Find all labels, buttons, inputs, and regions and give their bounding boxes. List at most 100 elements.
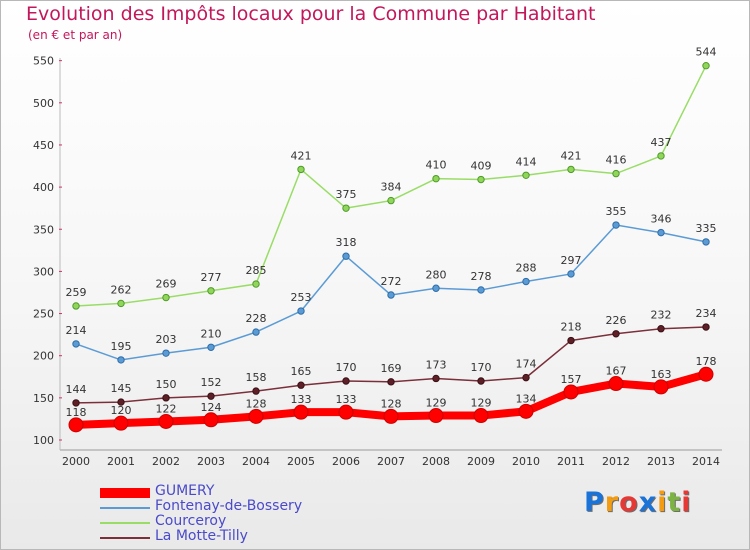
x-tick-label: 2014 — [692, 455, 720, 468]
data-label: 118 — [66, 406, 87, 419]
data-point — [207, 287, 215, 295]
y-tick-label: 450 — [33, 139, 54, 152]
data-label: 174 — [516, 358, 537, 371]
data-label: 226 — [606, 314, 627, 327]
data-point — [72, 302, 80, 310]
data-point — [338, 404, 354, 420]
data-point — [72, 399, 80, 407]
x-tick-label: 2008 — [422, 455, 450, 468]
y-tick-label: 400 — [33, 181, 54, 194]
data-label: 228 — [246, 312, 267, 325]
data-point — [657, 228, 665, 237]
x-tick-label: 2002 — [152, 455, 180, 468]
x-tick-label: 2003 — [197, 455, 225, 468]
data-point — [432, 174, 440, 183]
data-point — [477, 377, 485, 385]
data-label: 129 — [426, 397, 447, 410]
legend-label: Courceroy — [155, 513, 227, 529]
data-point — [522, 171, 530, 179]
data-point — [522, 373, 530, 382]
data-label: 144 — [66, 383, 87, 396]
y-tick-label: 500 — [33, 97, 54, 110]
data-label: 178 — [696, 355, 717, 368]
data-point — [252, 280, 260, 288]
data-label: 384 — [381, 181, 402, 194]
chart-title: Evolution des Impôts locaux pour la Comm… — [26, 3, 596, 25]
x-tick-label: 2009 — [467, 455, 495, 468]
y-tick-label: 550 — [33, 55, 54, 68]
x-tick-label: 2005 — [287, 455, 315, 468]
x-tick-label: 2004 — [242, 455, 270, 468]
data-label: 167 — [606, 365, 627, 378]
data-point — [252, 387, 260, 395]
data-label: 269 — [156, 278, 177, 291]
data-point — [522, 277, 530, 286]
data-point — [72, 340, 80, 348]
data-label: 355 — [606, 205, 627, 218]
data-label: 210 — [201, 327, 222, 340]
data-point — [162, 394, 170, 402]
data-point — [113, 415, 129, 431]
data-label: 414 — [516, 155, 537, 168]
y-tick-label: 250 — [33, 308, 54, 321]
legend-swatch — [100, 506, 150, 509]
data-label: 128 — [246, 397, 267, 410]
data-point — [207, 392, 215, 400]
x-tick-labels: 2000 2001 2002 2003 2004 2005 2006 2007 2008 2009… — [62, 455, 720, 468]
x-tick-label: 2006 — [332, 455, 360, 468]
data-label: 169 — [381, 362, 402, 375]
data-point — [567, 270, 575, 278]
data-label: 170 — [336, 361, 357, 374]
data-point — [477, 175, 485, 184]
data-label: 410 — [426, 159, 447, 172]
y-tick-label: 100 — [33, 434, 54, 447]
legend-swatch — [100, 487, 150, 498]
y-tick-label: 350 — [33, 223, 54, 236]
y-tick-label: 300 — [33, 265, 54, 278]
data-label: 129 — [471, 397, 492, 410]
y-tick-labels: 100 150 200 250 300 350 400 450 500 550 — [33, 55, 62, 447]
data-point — [117, 299, 125, 308]
data-label: 262 — [111, 283, 132, 296]
data-label: 272 — [381, 275, 402, 288]
legend-swatch — [100, 536, 150, 539]
data-label: 173 — [426, 358, 447, 371]
data-label: 318 — [336, 236, 357, 249]
proxiti-logo: Proxiti — [584, 487, 692, 518]
data-label: 165 — [291, 365, 312, 378]
data-label: 145 — [111, 382, 132, 395]
data-label: 288 — [516, 262, 537, 275]
data-point — [297, 381, 305, 389]
data-point — [248, 408, 264, 424]
data-point — [518, 403, 534, 419]
data-label: 335 — [696, 222, 717, 235]
data-point — [158, 413, 174, 429]
chart-subtitle: (en € et par an) — [28, 28, 123, 42]
data-label: 214 — [66, 324, 87, 337]
data-label: 421 — [291, 149, 312, 162]
data-label: 232 — [651, 309, 672, 322]
data-point — [473, 408, 489, 424]
data-point — [567, 165, 575, 174]
data-label: 195 — [111, 340, 132, 353]
data-point — [657, 152, 665, 160]
data-point — [608, 376, 624, 392]
data-point — [162, 349, 170, 357]
data-label: 152 — [201, 376, 222, 389]
data-point — [293, 404, 309, 420]
data-label: 134 — [516, 392, 537, 405]
series-points — [68, 62, 714, 433]
data-point — [702, 323, 710, 331]
data-label: 163 — [651, 368, 672, 381]
data-label: 409 — [471, 160, 492, 173]
data-point — [612, 169, 620, 178]
data-point — [657, 325, 665, 333]
data-label: 346 — [651, 213, 672, 226]
data-label: 375 — [336, 188, 357, 201]
data-point — [387, 291, 395, 299]
data-label: 280 — [426, 268, 447, 281]
data-point — [432, 374, 440, 383]
data-label: 120 — [111, 404, 132, 417]
data-point — [68, 417, 84, 433]
